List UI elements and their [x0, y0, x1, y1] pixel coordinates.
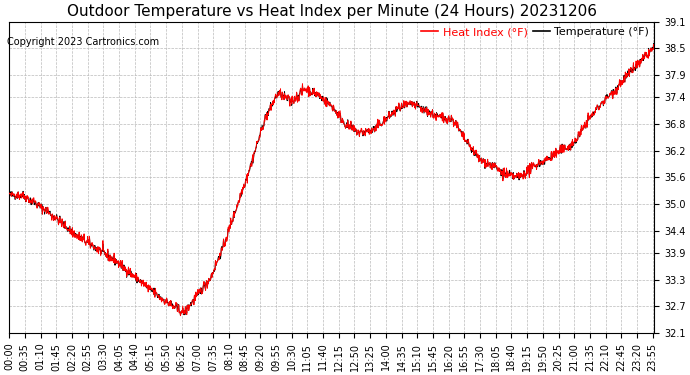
- Title: Outdoor Temperature vs Heat Index per Minute (24 Hours) 20231206: Outdoor Temperature vs Heat Index per Mi…: [67, 4, 597, 19]
- Text: Copyright 2023 Cartronics.com: Copyright 2023 Cartronics.com: [7, 37, 159, 47]
- Legend: Heat Index (°F), Temperature (°F): Heat Index (°F), Temperature (°F): [417, 23, 653, 42]
